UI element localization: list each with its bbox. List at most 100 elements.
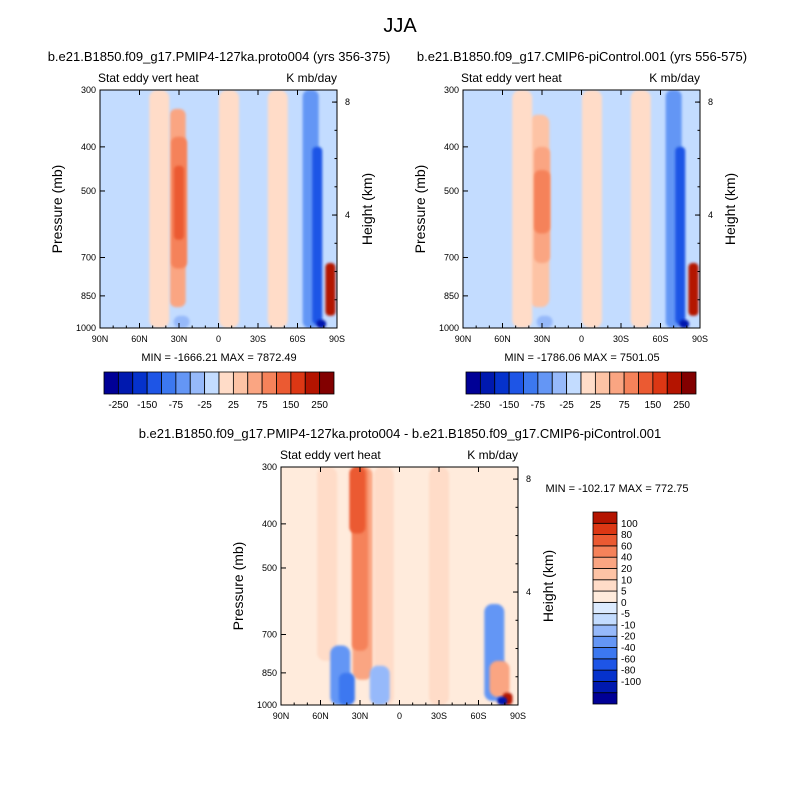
y-tick-label: 700 [81, 252, 96, 262]
colorbar-tick-label: 75 [619, 400, 631, 411]
y-tick-label: 850 [81, 291, 96, 301]
x-tick-label: 90N [92, 334, 109, 344]
y-tick-label: 850 [262, 668, 277, 678]
field-feature [316, 319, 327, 328]
colorbar-box [592, 692, 618, 705]
colorbar-box [592, 590, 618, 603]
colorbar-box [666, 371, 683, 395]
height-tick-label: 4 [708, 210, 713, 220]
field-feature [497, 696, 508, 705]
field-background [463, 90, 700, 328]
panel-b: b.e21.B1850.f09_g17.CMIP6-piControl.001 … [412, 49, 747, 411]
y-tick-label: 300 [262, 462, 277, 472]
panel-b-variable-label: Stat eddy vert heat [461, 71, 562, 85]
panel-diff-units-label: K mb/day [467, 448, 518, 462]
x-tick-label: 60S [652, 334, 668, 344]
panel-diff: b.e21.B1850.f09_g17.PMIP4-127ka.proto004… [139, 426, 689, 721]
colorbar-box [146, 371, 162, 395]
colorbar-box [592, 579, 618, 592]
colorbar-box [175, 371, 191, 395]
colorbar-box [204, 371, 220, 395]
colorbar-tick-label: -250 [470, 400, 490, 411]
colorbar-tick-label: -100 [621, 677, 641, 688]
field-feature [582, 90, 603, 328]
y-tick-label: 1000 [76, 323, 96, 333]
field-feature [679, 319, 690, 328]
colorbar-tick-label: 100 [621, 519, 638, 530]
colorbar-box [161, 371, 177, 395]
height-tick-label: 8 [526, 474, 531, 484]
field-feature [373, 467, 394, 705]
colorbar-box [592, 511, 618, 524]
colorbar-box [247, 371, 263, 395]
field-background [281, 467, 518, 705]
x-tick-label: 30N [352, 711, 369, 721]
y-tick-label: 500 [444, 186, 459, 196]
colorbar-box [319, 371, 335, 395]
colorbar-box [592, 534, 618, 547]
panel-a-units-label: K mb/day [286, 71, 337, 85]
colorbar-tick-label: -40 [621, 643, 636, 654]
colorbar-box [609, 371, 625, 395]
colorbar-box [592, 624, 618, 637]
field-features [317, 467, 513, 705]
colorbar-box [592, 613, 618, 626]
colorbar-tick-label: 10 [621, 575, 633, 586]
colorbar-tick-label: 20 [621, 564, 633, 575]
colorbar-box [523, 371, 539, 395]
height-tick-label: 4 [345, 210, 350, 220]
x-tick-label: 90S [510, 711, 526, 721]
field-feature [349, 467, 366, 534]
field-feature [429, 467, 449, 705]
colorbar-box [508, 371, 524, 395]
field-feature [630, 90, 651, 328]
y-tick-label: 700 [444, 252, 459, 262]
colorbar-tick-label: 0 [621, 598, 627, 609]
colorbar-box [232, 371, 249, 395]
colorbar-box [652, 371, 668, 395]
colorbar-tick-label: 150 [283, 400, 300, 411]
panel-diff-title: b.e21.B1850.f09_g17.PMIP4-127ka.proto004… [139, 426, 662, 441]
field-feature [219, 90, 240, 328]
panel-a: b.e21.B1850.f09_g17.PMIP4-127ka.proto004… [48, 49, 391, 411]
x-tick-label: 30N [171, 334, 188, 344]
colorbar-box [592, 658, 618, 671]
field-background [100, 90, 337, 328]
colorbar-tick-label: -20 [621, 632, 636, 643]
x-tick-label: 90N [273, 711, 290, 721]
colorbar-box [276, 371, 292, 395]
colorbar-tick-label: -25 [559, 400, 574, 411]
x-tick-label: 30S [431, 711, 447, 721]
field-feature [534, 170, 550, 234]
colorbar-box [103, 371, 119, 395]
x-tick-label: 30N [534, 334, 551, 344]
colorbar-box [592, 568, 618, 581]
x-tick-label: 30S [613, 334, 629, 344]
panel-b-units-label: K mb/day [649, 71, 700, 85]
colorbar-tick-label: -10 [621, 620, 636, 631]
y-tick-label: 500 [81, 186, 96, 196]
x-tick-label: 0 [397, 711, 402, 721]
x-tick-label: 0 [579, 334, 584, 344]
colorbar-box [537, 371, 553, 395]
colorbar-box [592, 522, 618, 535]
colorbar-box [580, 371, 596, 395]
field-feature [312, 146, 323, 325]
y-tick-label: 500 [262, 563, 277, 573]
field-feature [369, 665, 390, 705]
x-tick-label: 0 [216, 334, 221, 344]
field-feature [325, 263, 336, 316]
y-tick-label: 850 [444, 291, 459, 301]
colorbar-box [290, 371, 306, 395]
field-feature [536, 315, 553, 328]
colorbar-tick-label: -150 [499, 400, 519, 411]
y2-axis-title: Height (km) [722, 173, 738, 245]
colorbar-box [592, 681, 618, 694]
colorbar-box [592, 635, 618, 648]
colorbar-box [594, 371, 611, 395]
colorbar-box [218, 371, 234, 395]
panel-diff-min-max: MIN = -102.17 MAX = 772.75 [545, 483, 688, 495]
colorbar-tick-label: 40 [621, 553, 633, 564]
